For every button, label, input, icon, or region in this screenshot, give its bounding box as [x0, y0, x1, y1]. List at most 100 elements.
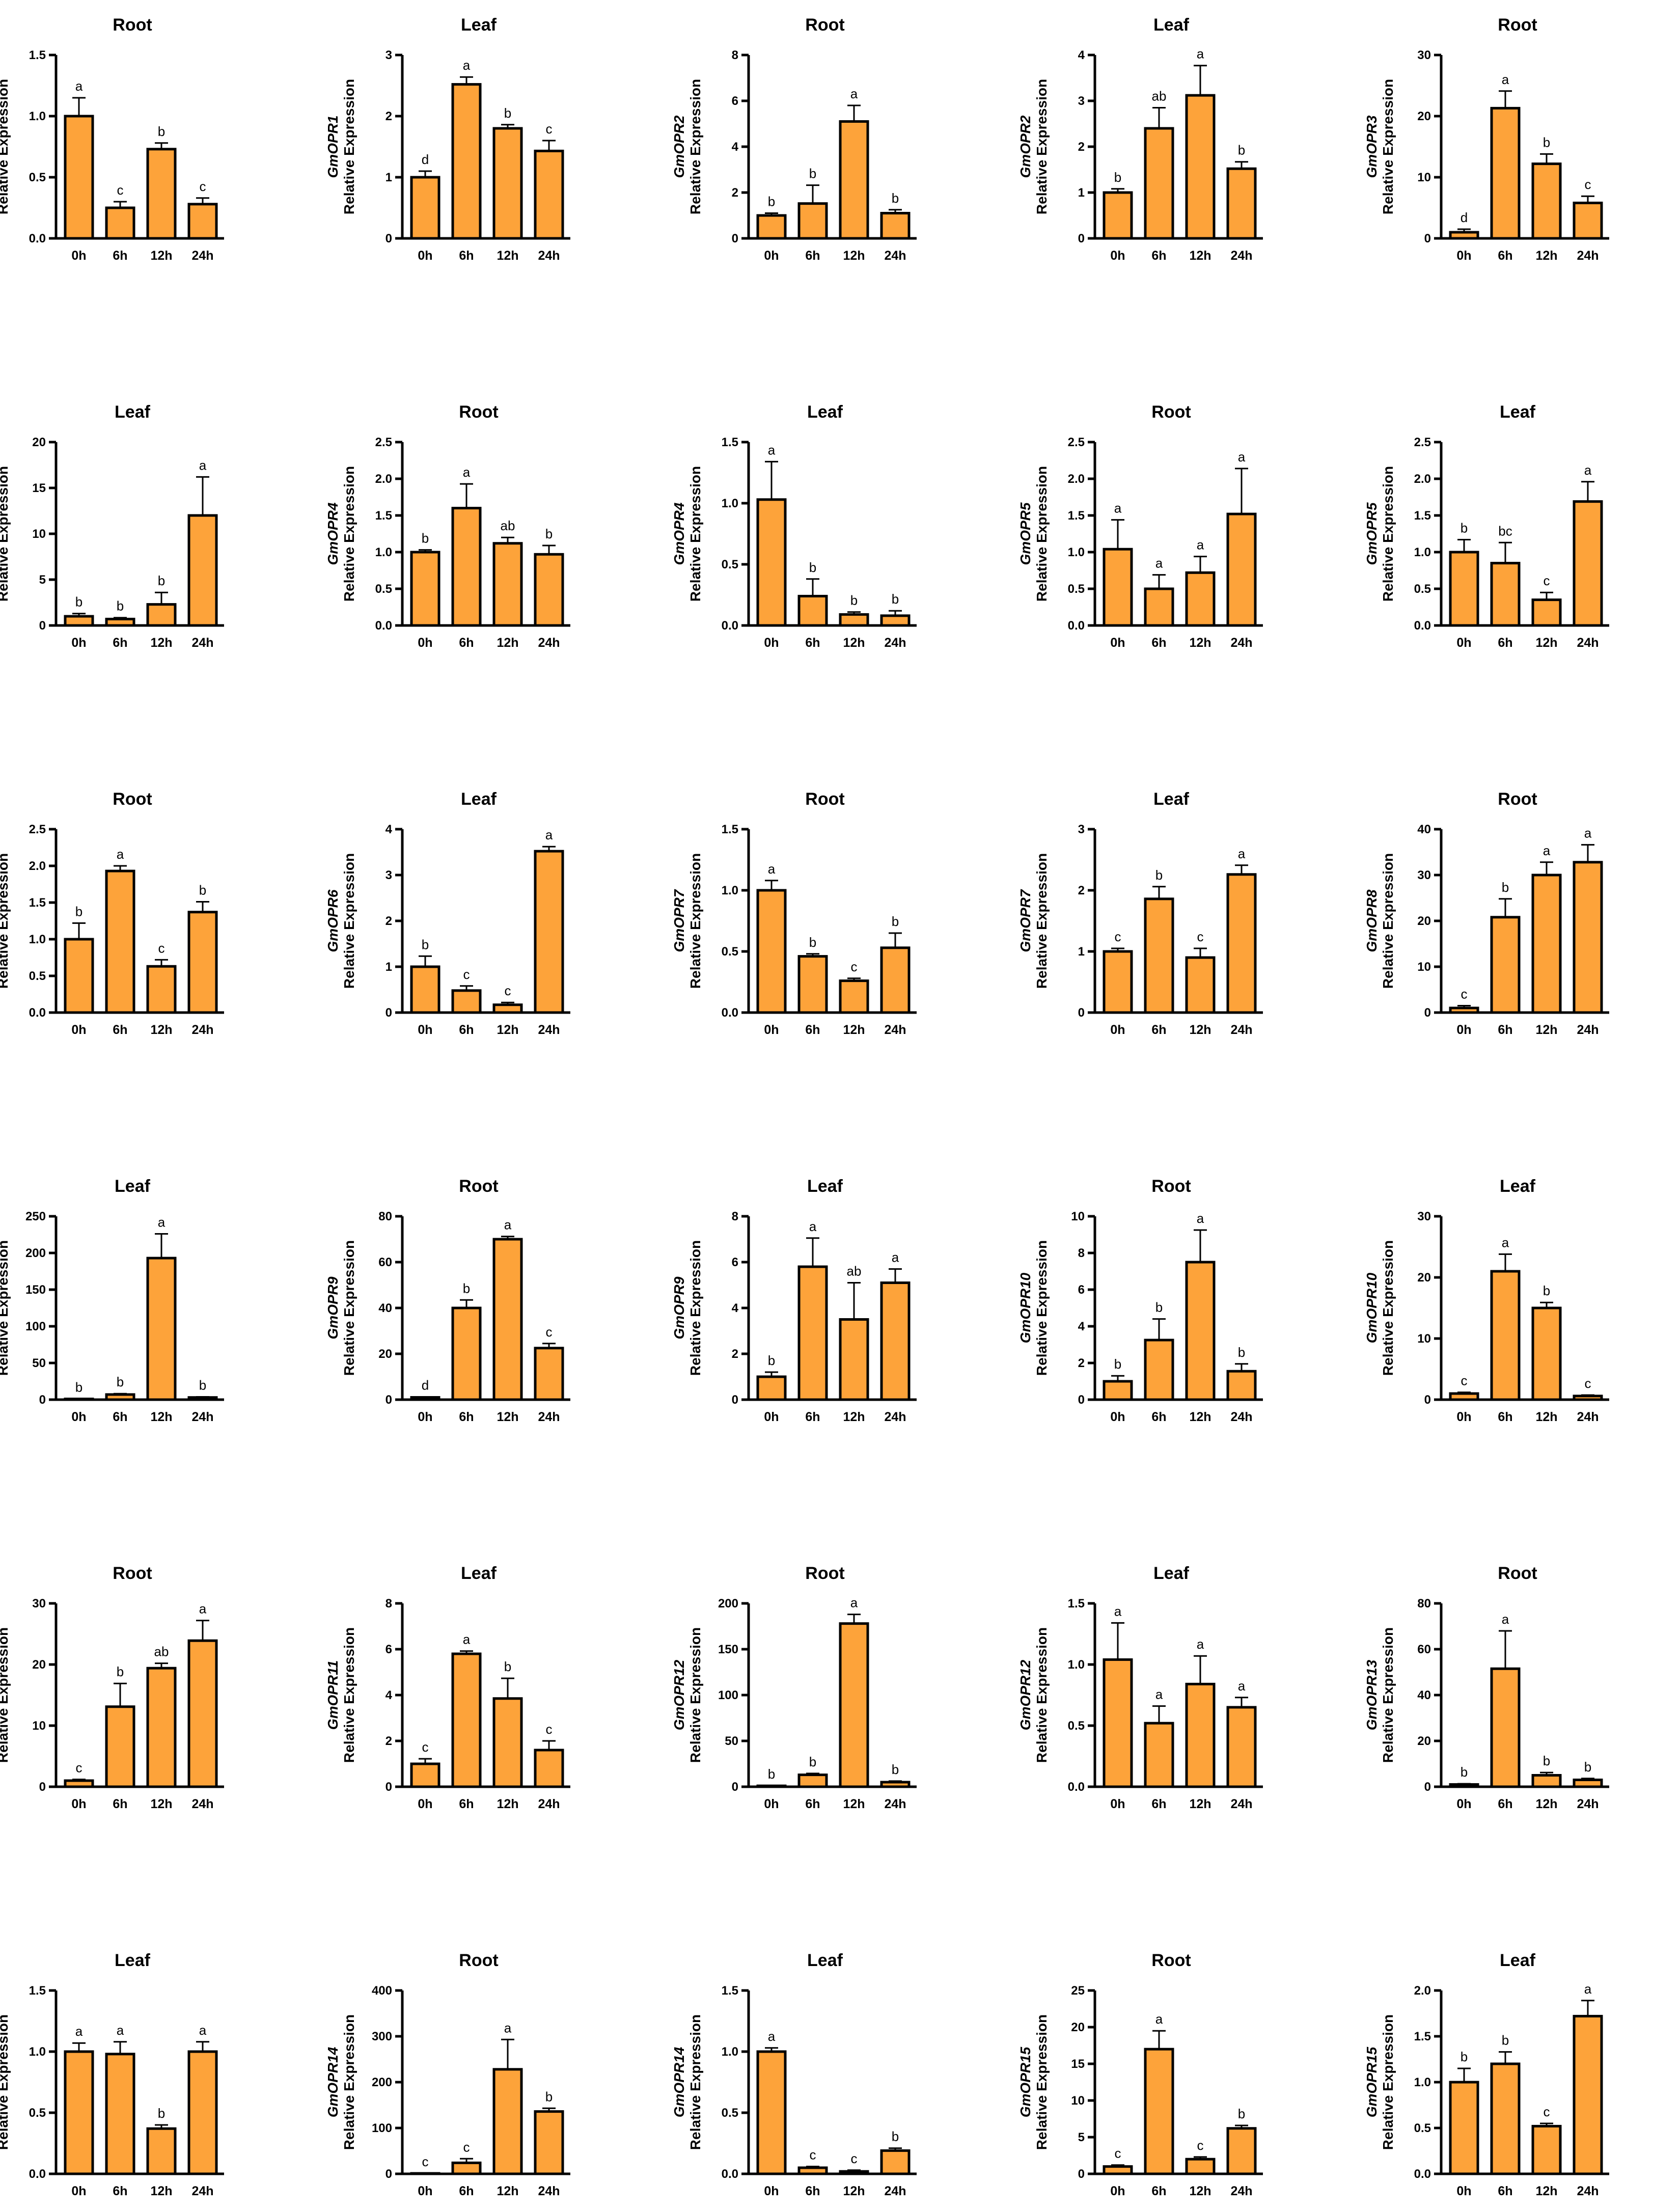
significance-letter: a [158, 1215, 166, 1230]
x-tick-label: 6h [1498, 249, 1512, 263]
x-tick-label: 24h [1230, 636, 1252, 650]
y-axis-label: Relative Expression [0, 1240, 11, 1376]
bar [187, 911, 218, 1014]
significance-letter: c [463, 2139, 470, 2154]
y-tick-label: 2.5 [375, 435, 392, 449]
y-tick-label: 1.5 [375, 509, 392, 523]
significance-letter: b [850, 593, 858, 608]
significance-letter: b [545, 526, 553, 541]
significance-letter: ab [847, 1264, 862, 1279]
y-tick-label: 0.5 [29, 969, 46, 983]
x-tick-label: 6h [113, 1023, 127, 1037]
x-tick-label: 6h [1151, 1023, 1166, 1037]
significance-letter: b [158, 124, 165, 139]
x-tick-label: 12h [1535, 1023, 1557, 1037]
y-tick-label: 1 [385, 960, 392, 974]
significance-letter: a [1197, 1636, 1204, 1652]
significance-letter: a [199, 2023, 207, 2038]
x-tick-label: 0h [1110, 249, 1125, 263]
significance-letter: b [1114, 170, 1121, 185]
bar [839, 1622, 869, 1788]
chart-panel: Root GmOPR8 Relative Expression 0 10 20 30 40 c 0… [1364, 789, 1609, 1037]
x-tick-label: 24h [538, 1023, 560, 1037]
x-tick-label: 12h [1535, 636, 1557, 650]
y-tick-label: 5 [1078, 2131, 1085, 2144]
y-axis-label-group: GmOPR15 Relative Expression [1364, 2014, 1396, 2150]
y-tick-label: 0 [1424, 1006, 1431, 1020]
bar [410, 1762, 440, 1788]
x-tick-label: 24h [1230, 1410, 1252, 1424]
x-tick-label: 0h [764, 636, 779, 650]
significance-letter: a [75, 2024, 83, 2039]
y-tick-label: 1.0 [29, 933, 46, 946]
bar [1573, 861, 1603, 1014]
y-tick-label: 10 [1417, 171, 1431, 184]
significance-letter: a [1584, 826, 1592, 841]
significance-letter: b [1461, 2049, 1468, 2064]
chart-panel: Leaf GmOPR14 Relative Expression 0.0 0.5 1.0 1… [671, 1951, 917, 2198]
significance-letter: a [504, 1217, 512, 1233]
significance-letter: b [422, 531, 429, 546]
chart-title: Leaf [115, 1951, 151, 1970]
x-tick-label: 12h [843, 1023, 865, 1037]
y-tick-label: 0.0 [1068, 1780, 1085, 1794]
chart-panel: Root GmOPR5 Relative Expression 0.0 0.5 1.0 1.… [1017, 402, 1263, 650]
x-tick-label: 12h [843, 636, 865, 650]
gene-label: GmOPR14 [325, 2047, 341, 2117]
y-tick-label: 6 [1078, 1283, 1085, 1297]
chart-title: Root [1151, 1951, 1191, 1970]
x-tick-label: 0h [764, 1410, 779, 1424]
significance-letter: b [117, 1664, 124, 1679]
x-tick-label: 12h [497, 636, 518, 650]
x-tick-label: 6h [1151, 2184, 1166, 2198]
bar [756, 889, 787, 1014]
bar [1531, 162, 1562, 240]
significance-letter: a [1114, 1603, 1122, 1619]
x-tick-label: 12h [1535, 1797, 1557, 1811]
y-tick-label: 3 [385, 48, 392, 62]
bar [451, 2161, 482, 2175]
chart-panel: Root GmOPR2 Relative Expression 0 2 4 6 8 b 0h b 6h… [671, 15, 917, 263]
y-tick-label: 25 [1071, 1984, 1085, 1998]
bar [1226, 1706, 1257, 1788]
x-tick-label: 24h [884, 1410, 906, 1424]
bar [1531, 598, 1562, 627]
y-tick-label: 1.0 [722, 497, 738, 510]
y-tick-label: 1.0 [1068, 545, 1085, 559]
bar [797, 2166, 828, 2175]
y-axis-label: Relative Expression [687, 466, 703, 602]
bar [756, 2050, 787, 2175]
bar [410, 1396, 440, 1401]
y-tick-label: 20 [1417, 1271, 1431, 1285]
chart-title: Leaf [461, 15, 497, 35]
y-tick-label: 0.5 [29, 2106, 46, 2120]
significance-letter: b [158, 573, 165, 588]
y-tick-label: 10 [1071, 2094, 1085, 2108]
y-axis-label: Relative Expression [1034, 79, 1050, 214]
x-tick-label: 24h [538, 1410, 560, 1424]
y-tick-label: 20 [32, 435, 46, 449]
significance-letter: a [1238, 846, 1246, 861]
bar [451, 989, 482, 1014]
chart-panel: Root GmOPR13 Relative Expression 0 20 40 60 80 b… [1364, 1564, 1609, 1811]
gene-label: GmOPR11 [325, 1660, 341, 1730]
bar [756, 498, 787, 627]
x-tick-label: 24h [1577, 1797, 1599, 1811]
significance-letter: a [1502, 1235, 1509, 1250]
significance-letter: b [768, 1353, 775, 1368]
bar [1449, 231, 1479, 240]
y-tick-label: 60 [378, 1256, 392, 1269]
bar [451, 1306, 482, 1401]
x-tick-label: 24h [1230, 249, 1252, 263]
y-tick-label: 1.5 [29, 48, 46, 62]
chart-panel: Leaf GmOPR10 Relative Expression 0 10 20 30 c 0h… [1364, 1177, 1609, 1424]
significance-letter: b [422, 937, 429, 952]
gene-label: GmOPR15 [1364, 2047, 1380, 2117]
y-tick-label: 100 [25, 1320, 46, 1333]
x-tick-label: 24h [884, 249, 906, 263]
y-tick-label: 2 [385, 110, 392, 123]
x-tick-label: 6h [805, 249, 820, 263]
